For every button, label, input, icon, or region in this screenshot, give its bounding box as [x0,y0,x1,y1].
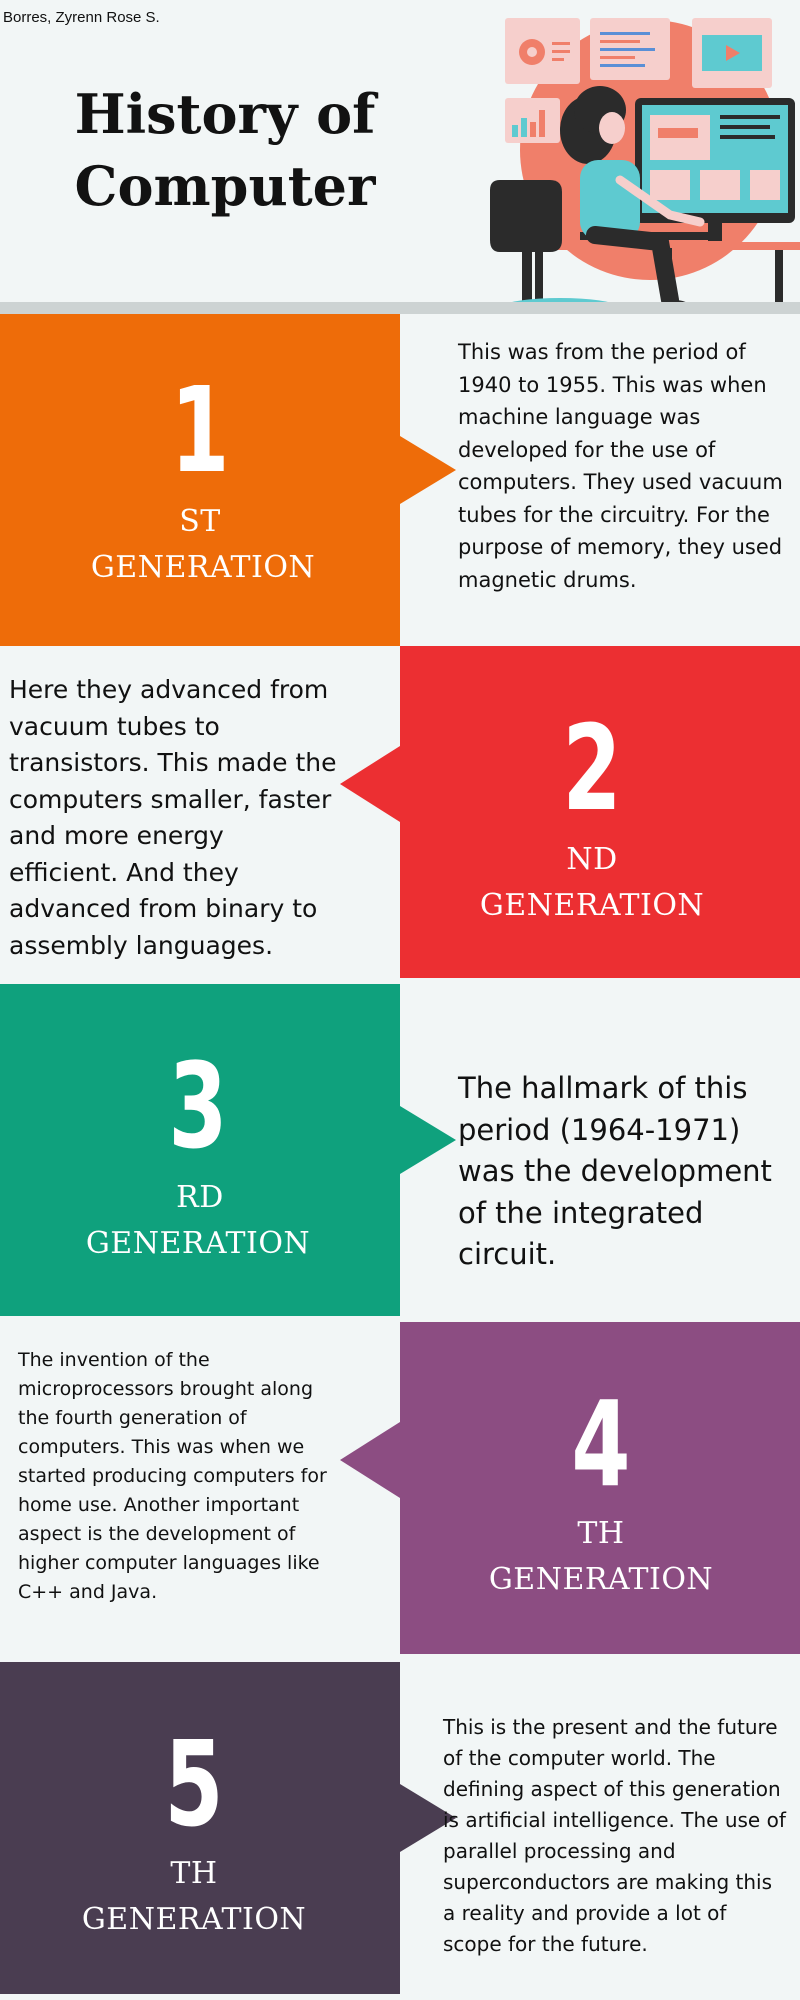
generation-1-label: GENERATION [90,550,316,585]
generation-2-label: GENERATION [479,888,705,923]
generation-5-color-panel [0,1662,400,1994]
generation-1-pointer-arrow [400,436,456,504]
generation-2-description: Here they advanced from vacuum tubes to … [9,675,337,960]
generation-5-pointer-arrow [400,1784,456,1852]
generation-5-label: GENERATION [81,1902,307,1937]
generation-3-number: 3 [168,1037,228,1175]
generation-4-suffix: TH [577,1516,625,1551]
generation-5-number: 5 [164,1715,224,1853]
bar-chart-card-icon [505,98,560,143]
person-icon [560,86,705,312]
generation-2-pointer-arrow [340,746,400,822]
page-title: History of Computer [65,78,385,222]
generation-3-suffix: RD [176,1180,224,1215]
generation-2-color-panel [400,646,800,978]
generation-4-color-panel [400,1322,800,1654]
title-line-2: Computer [74,154,376,218]
generation-1-suffix: ST [179,504,221,539]
generation-5-suffix: TH [170,1856,218,1891]
code-card-icon [590,18,670,80]
generation-4-number: 4 [571,1375,631,1513]
generation-2-suffix: ND [566,842,618,877]
generation-1-section: 1 ST GENERATION This was from the period… [0,314,800,646]
generation-5-description: This is the present and the future of th… [443,1715,786,1956]
generation-3-section: 3 RD GENERATION The hallmark of this per… [0,984,800,1316]
author-name: Borres, Zyrenn Rose S. [3,9,160,26]
generation-5-section: 5 TH GENERATION This is the present and … [0,1662,800,1994]
generation-1-description: This was from the period of 1940 to 1955… [458,340,783,592]
generation-3-color-panel [0,984,400,1316]
video-card-icon [692,18,772,88]
generation-4-section: 4 TH GENERATION The invention of the mic… [0,1322,800,1654]
generation-2-section: 2 ND GENERATION Here they advanced from … [0,646,800,978]
generation-3-description: The hallmark of this period (1964-1971) … [458,1071,772,1271]
generation-1-color-panel [0,314,400,646]
settings-card-icon [505,18,580,84]
generation-3-label: GENERATION [85,1226,311,1261]
person-at-computer-illustration [490,18,800,314]
header-divider [0,302,800,314]
generation-3-pointer-arrow [400,1106,456,1174]
monitor-icon [635,98,795,241]
generation-1-number: 1 [170,361,230,499]
title-line-1: History of [74,82,376,146]
generation-4-label: GENERATION [488,1562,714,1597]
generation-4-description: The invention of the microprocessors bro… [18,1349,327,1603]
generation-4-pointer-arrow [340,1422,400,1498]
generation-2-number: 2 [562,699,622,837]
